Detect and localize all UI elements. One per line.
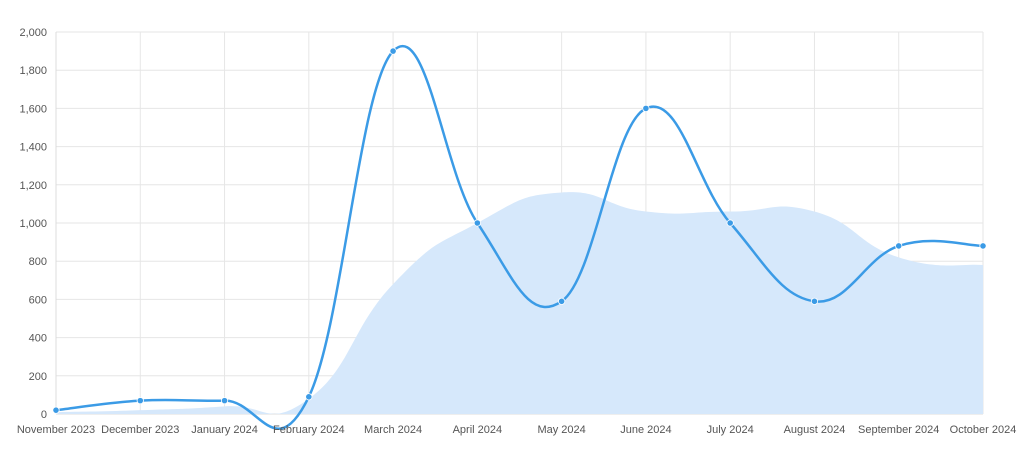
- y-tick-label: 200: [29, 371, 47, 383]
- data-point: [473, 219, 481, 227]
- x-tick-label: June 2024: [620, 424, 671, 436]
- data-point: [979, 242, 987, 250]
- x-tick-label: August 2024: [784, 424, 846, 436]
- data-point: [726, 219, 734, 227]
- y-tick-label: 1,600: [19, 103, 47, 115]
- data-point: [220, 397, 229, 405]
- y-tick-label: 1,200: [19, 180, 47, 192]
- data-points-layer: [52, 47, 987, 414]
- data-point: [52, 406, 60, 414]
- x-tick-label: April 2024: [453, 424, 503, 436]
- area-series-fill: [56, 192, 983, 414]
- x-tick-label: December 2023: [101, 424, 179, 436]
- y-tick-label: 0: [41, 409, 47, 421]
- line-series-path: [54, 45, 985, 430]
- y-tick-label: 800: [29, 256, 47, 268]
- y-tick-label: 1,400: [19, 142, 47, 154]
- x-tick-label: October 2024: [950, 424, 1017, 436]
- axis-labels-layer: 0 200 400 600 800 1,000 1,200 1,400 1,600 1,800 2,…: [17, 27, 1016, 436]
- x-tick-label: February 2024: [273, 424, 345, 436]
- area-series-layer: [56, 192, 983, 414]
- y-tick-label: 600: [29, 294, 47, 306]
- data-point: [895, 242, 903, 250]
- y-tick-label: 1,000: [19, 218, 47, 230]
- x-tick-label: January 2024: [191, 424, 258, 436]
- y-tick-label: 400: [29, 333, 47, 345]
- x-tick-label: September 2024: [858, 424, 939, 436]
- data-point: [810, 297, 819, 305]
- data-point: [389, 47, 397, 55]
- data-point: [305, 393, 313, 401]
- x-tick-label: November 2023: [17, 424, 95, 436]
- x-tick-label: July 2024: [707, 424, 754, 436]
- line-series-layer: [54, 45, 985, 430]
- y-tick-label: 2,000: [19, 27, 47, 39]
- x-tick-label: March 2024: [364, 424, 422, 436]
- x-tick-label: May 2024: [537, 424, 585, 436]
- data-point: [558, 297, 566, 305]
- y-tick-label: 1,800: [19, 65, 47, 77]
- data-point: [136, 397, 144, 405]
- data-point: [642, 104, 650, 113]
